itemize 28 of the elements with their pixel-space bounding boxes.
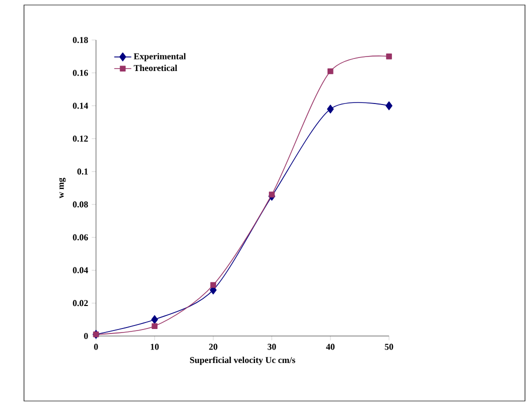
y-axis-title: w mg — [59, 178, 66, 198]
x-tick-label: 40 — [326, 344, 335, 350]
y-tick-label: 0.12 — [72, 136, 88, 142]
legend-label: Theoretical — [134, 64, 178, 72]
point — [327, 104, 334, 114]
point — [152, 323, 158, 330]
point — [210, 282, 216, 288]
y-tick-label: 0.14 — [72, 102, 88, 109]
x-tick-label: 20 — [209, 344, 218, 350]
y-tick-label: 0 — [84, 332, 88, 340]
point — [386, 101, 392, 110]
y-tick-label: 0.08 — [72, 201, 88, 208]
x-tick-label: 0 — [94, 344, 98, 350]
point — [151, 315, 158, 324]
legend-label: Experimental — [134, 53, 186, 62]
y-tick-label: 0.04 — [72, 267, 88, 274]
y-tick-label: 0.06 — [72, 234, 88, 240]
x-tick-label: 50 — [384, 344, 394, 350]
y-tick-label: 0.16 — [72, 70, 88, 76]
x-tick-label: 30 — [268, 344, 276, 350]
point — [268, 192, 275, 198]
y-tick-label: 0.02 — [72, 300, 88, 306]
x-tick-label: 10 — [150, 344, 159, 350]
y-tick-label: 0.18 — [72, 36, 88, 44]
y-tick-label: 0.1 — [77, 168, 88, 175]
x-axis-title: Superficial velocity Uc cm/s — [190, 356, 296, 365]
point — [328, 68, 334, 74]
point — [386, 54, 392, 60]
